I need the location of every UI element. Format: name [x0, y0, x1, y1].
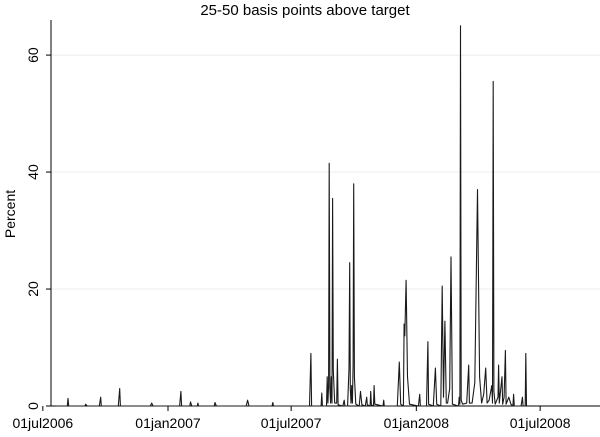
x-axis-ticks: 01jul2006 01jan2007 01jul2007 01jan2008 01ju…	[12, 406, 571, 431]
y-tick-label: 20	[25, 281, 41, 297]
y-tick-label: 0	[25, 402, 41, 410]
x-tick-label: 01jan2008	[384, 415, 450, 431]
x-tick-label: 01jul2008	[510, 415, 571, 431]
series-group	[55, 25, 528, 407]
x-tick-label: 01jul2006	[12, 415, 73, 431]
chart-title: 25-50 basis points above target	[200, 2, 410, 19]
y-tick-label: 60	[25, 47, 41, 63]
y-axis-label: Percent	[2, 190, 18, 238]
y-tick-label: 40	[25, 164, 41, 180]
y-axis-ticks: 0 20 40 60	[25, 47, 51, 410]
gridlines	[51, 54, 600, 290]
x-tick-label: 01jan2007	[135, 415, 201, 431]
series-line	[55, 25, 528, 407]
x-tick-label: 01jul2007	[261, 415, 322, 431]
